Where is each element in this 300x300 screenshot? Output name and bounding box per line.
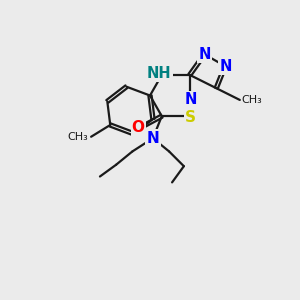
Text: N: N [220, 58, 232, 74]
Text: N: N [147, 131, 159, 146]
Text: CH₃: CH₃ [68, 132, 88, 142]
Text: NH: NH [147, 66, 172, 81]
Text: CH₃: CH₃ [241, 95, 262, 105]
Text: N: N [184, 92, 196, 107]
Text: S: S [185, 110, 196, 125]
Text: O: O [132, 120, 145, 135]
Text: N: N [198, 47, 211, 62]
